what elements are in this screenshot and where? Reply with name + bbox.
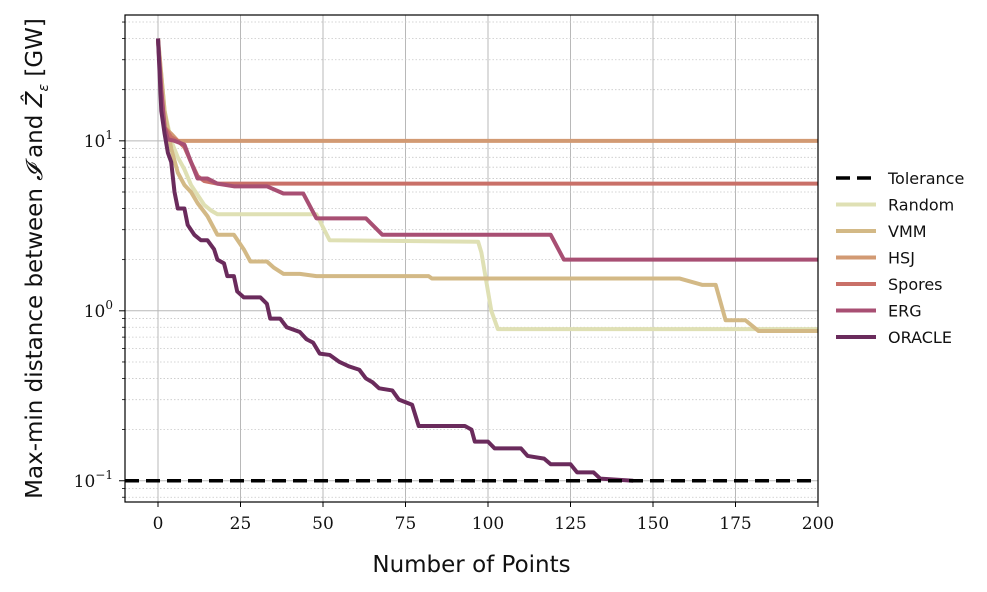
legend-label-vmm: VMM	[888, 222, 927, 241]
x-tick-label: 200	[802, 514, 834, 534]
legend-label-oracle: ORACLE	[888, 328, 952, 347]
x-axis-title: Number of Points	[372, 552, 570, 578]
y-axis-title: Max-min distance between 𝓘 and Ẑε [GW]	[20, 18, 52, 499]
legend-label-hsj: HSJ	[888, 249, 915, 268]
series-line-erg	[156, 38, 818, 262]
legend-label-tolerance: Tolerance	[887, 169, 964, 188]
x-axis: 0 25 50 75 100 125 150 175 200	[153, 502, 834, 534]
series-line-random	[156, 38, 818, 332]
x-tick-label: 50	[312, 514, 334, 534]
x-tick-label: 175	[719, 514, 751, 534]
plot-frame	[124, 14, 819, 503]
y-tick-exponent: 0	[105, 298, 113, 312]
series-lines	[125, 38, 818, 483]
x-tick-label: 125	[554, 514, 586, 534]
series-line-vmm	[156, 38, 818, 334]
legend-label-erg: ERG	[888, 302, 922, 321]
y-tick-base: 10	[84, 302, 106, 322]
legend: Tolerance Random VMM HSJ Spores ERG ORACLE	[836, 169, 964, 347]
series-line-oracle	[156, 38, 634, 483]
legend-label-spores: Spores	[888, 275, 943, 294]
y-tick-base: 10	[74, 472, 96, 492]
y-tick-exponent: −1	[95, 468, 113, 482]
y-tick-label: 101	[84, 128, 113, 152]
x-tick-label: 25	[230, 514, 252, 534]
y-tick-label: 10−1	[74, 468, 113, 492]
legend-label-random: Random	[888, 196, 954, 215]
y-tick-exponent: 1	[105, 128, 113, 142]
y-tick-base: 10	[84, 132, 106, 152]
y-tick-label: 100	[84, 298, 113, 322]
x-tick-label: 100	[472, 514, 504, 534]
x-tick-label: 0	[153, 514, 164, 534]
x-tick-label: 150	[637, 514, 669, 534]
x-tick-label: 75	[395, 514, 417, 534]
